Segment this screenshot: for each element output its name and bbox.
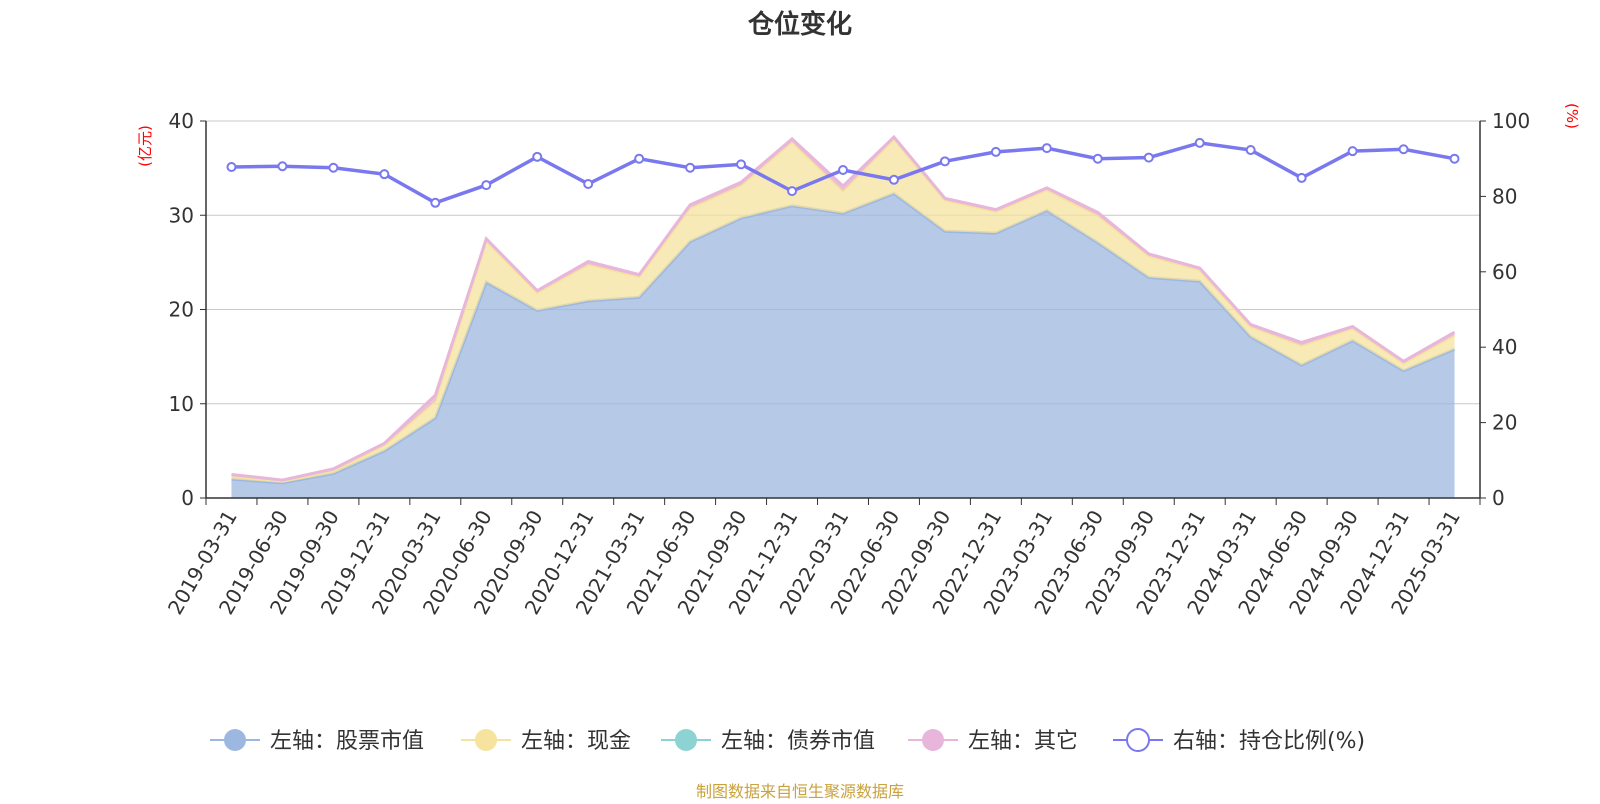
ratio-point [379, 169, 390, 180]
ratio-point [736, 159, 747, 170]
ratio-point [787, 186, 798, 197]
ratio-point [1296, 172, 1307, 183]
right-tick-label: 40 [1492, 335, 1517, 359]
ratio-point [583, 178, 594, 189]
legend-label: 左轴：股票市值 [270, 729, 424, 754]
area-fill [231, 193, 1455, 498]
legend: 左轴：股票市值 左轴：现金 左轴：债券市值 左轴：其它 右轴：持仓比例(%) [210, 728, 1365, 754]
ratio-point [1347, 146, 1358, 157]
line-series [226, 137, 1460, 208]
footer-credit: 制图数据来自恒生聚源数据库 [695, 782, 904, 801]
ratio-point [1143, 152, 1154, 163]
ratio-point [888, 174, 899, 185]
left-tick-label: 0 [181, 486, 194, 510]
ratio-point [939, 156, 950, 167]
left-tick-label: 40 [169, 109, 194, 133]
legend-label: 左轴：其它 [968, 729, 1078, 754]
legend-marker [675, 729, 697, 751]
ratio-point [1398, 144, 1409, 155]
right-tick-label: 0 [1492, 486, 1505, 510]
legend-marker [1126, 728, 1150, 752]
left-tick-label: 20 [169, 298, 194, 322]
ratio-point [1041, 143, 1052, 154]
ratio-point [1092, 153, 1103, 164]
ratio-point [481, 180, 492, 191]
legend-marker [475, 729, 497, 751]
ratio-point [990, 146, 1001, 157]
ratio-point [1194, 137, 1205, 148]
ratio-point [277, 161, 288, 172]
area-series [231, 134, 1456, 498]
legend-label: 右轴：持仓比例(%) [1173, 729, 1365, 754]
ratio-point [328, 162, 339, 173]
legend-marker [922, 729, 944, 751]
ratio-point [634, 153, 645, 164]
area-fill [231, 138, 1455, 483]
ratio-point [1245, 145, 1256, 156]
ratio-point [226, 161, 237, 172]
ratio-point [1449, 153, 1460, 164]
left-tick-label: 10 [169, 392, 194, 416]
right-tick-label: 20 [1492, 411, 1517, 435]
ratio-point [685, 162, 696, 173]
right-tick-label: 80 [1492, 184, 1517, 208]
legend-marker [224, 729, 246, 751]
right-axis-unit: (%) [1563, 103, 1581, 129]
chart-title: 仓位变化 [747, 9, 852, 40]
ratio-point [532, 151, 543, 162]
ratio-point [430, 197, 441, 208]
area-edge-line [231, 134, 1456, 482]
right-tick-label: 100 [1492, 109, 1530, 133]
legend-label: 左轴：现金 [521, 729, 631, 754]
legend-label: 左轴：债券市值 [721, 729, 875, 754]
right-tick-label: 60 [1492, 260, 1517, 284]
left-tick-label: 30 [169, 203, 194, 227]
ratio-point [838, 165, 848, 176]
left-axis-unit: (亿元) [136, 125, 154, 167]
